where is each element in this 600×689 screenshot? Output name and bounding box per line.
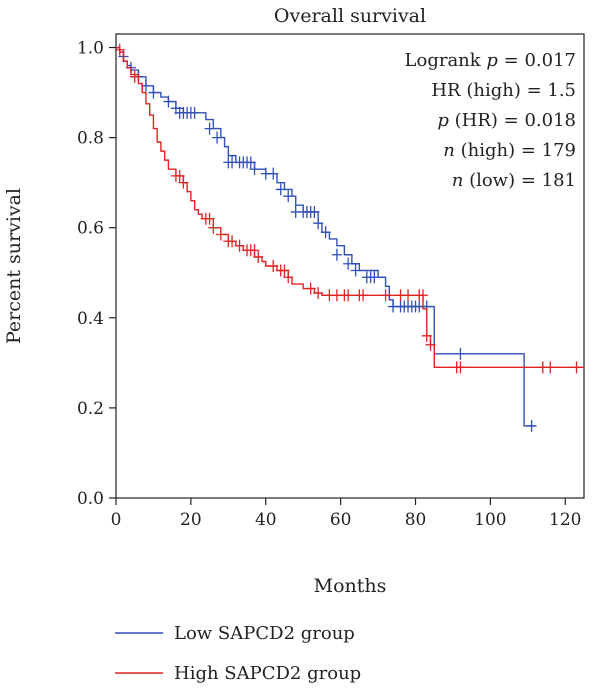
censor-mark — [309, 205, 320, 218]
censor-mark — [275, 183, 286, 196]
annotation-text: HR (high) = 1.5 — [431, 80, 576, 101]
annotation-line: HR (high) = 1.5 — [431, 80, 576, 101]
x-axis: 0 20 40 60 80 100 120 — [111, 498, 582, 530]
y-tick-label: 0.0 — [77, 489, 104, 509]
legend: Low SAPCD2 group High SAPCD2 group — [115, 623, 361, 684]
censor-mark — [455, 347, 466, 360]
annotation-symbol: p — [486, 50, 498, 71]
y-tick-label: 1.0 — [77, 39, 104, 59]
censor-mark — [571, 361, 582, 374]
series-high — [114, 43, 584, 374]
censor-mark — [114, 43, 125, 56]
censor-mark — [268, 167, 279, 180]
censor-mark — [204, 212, 215, 225]
annotation-text: = 0.017 — [498, 50, 576, 71]
annotation-line: n (low) = 181 — [452, 170, 576, 191]
plot-frame — [115, 33, 585, 499]
legend-label-high: High SAPCD2 group — [174, 663, 361, 684]
stats-annotation: Logrank p = 0.017 HR (high) = 1.5 p (HR) =… — [405, 50, 576, 191]
censor-mark — [208, 221, 219, 234]
censor-mark — [313, 217, 324, 230]
censor-mark — [249, 244, 260, 257]
censor-mark — [268, 260, 279, 272]
censor-mark — [283, 190, 294, 203]
annotation-text: (high) = 179 — [455, 140, 576, 161]
censor-mark — [313, 287, 324, 300]
annotation-symbol: p — [437, 110, 449, 131]
x-tick-label: 120 — [549, 510, 581, 530]
censor-mark — [343, 289, 354, 302]
censor-mark — [380, 289, 391, 302]
censor-mark — [227, 235, 238, 248]
censor-mark — [331, 248, 342, 261]
censor-mark — [178, 176, 189, 189]
y-axis: 0.0 0.2 0.4 0.6 0.8 1.0 — [77, 39, 116, 509]
survival-curve — [116, 46, 584, 369]
annotation-text: (low) = 181 — [463, 170, 576, 191]
censor-mark — [320, 226, 331, 239]
x-axis-title: Months — [314, 575, 387, 597]
censor-mark — [234, 239, 245, 252]
censor-mark — [279, 264, 290, 277]
x-tick-label: 60 — [330, 510, 352, 530]
censor-mark — [245, 156, 256, 169]
y-axis-title: Percent survival — [3, 188, 25, 344]
censor-mark — [455, 361, 466, 374]
censor-mark — [350, 264, 361, 277]
annotation-line: n (high) = 179 — [443, 140, 576, 161]
annotation-text: Logrank — [405, 50, 487, 71]
x-tick-label: 0 — [111, 510, 122, 530]
censor-mark — [305, 282, 316, 295]
censor-mark — [204, 122, 215, 135]
censor-mark — [129, 70, 140, 83]
legend-label-low: Low SAPCD2 group — [174, 623, 355, 644]
y-tick-label: 0.2 — [77, 399, 104, 419]
censor-mark — [215, 228, 226, 241]
annotation-symbol: n — [452, 170, 464, 191]
y-tick-label: 0.6 — [77, 219, 104, 239]
chart-title: Overall survival — [274, 5, 426, 27]
series-low — [116, 46, 537, 432]
censor-mark — [425, 338, 436, 351]
censor-mark — [249, 163, 260, 176]
y-tick-label: 0.8 — [77, 129, 104, 149]
censor-mark — [403, 289, 414, 302]
censor-mark — [283, 271, 294, 284]
censor-mark — [421, 329, 432, 342]
censor-mark — [343, 257, 354, 270]
annotation-line: p (HR) = 0.018 — [437, 110, 576, 131]
x-tick-label: 100 — [474, 510, 506, 530]
censor-mark — [253, 250, 264, 263]
x-tick-label: 20 — [180, 510, 202, 530]
censor-mark — [545, 361, 556, 374]
x-tick-label: 40 — [255, 510, 277, 530]
censor-mark — [189, 106, 200, 119]
censor-mark — [163, 95, 174, 108]
censor-mark — [174, 169, 185, 182]
annotation-text: (HR) = 0.018 — [449, 110, 576, 131]
series-layer — [114, 43, 584, 432]
annotation-line: Logrank p = 0.017 — [405, 50, 576, 71]
censor-mark — [212, 131, 223, 144]
censor-mark — [358, 289, 369, 302]
censor-mark — [369, 271, 380, 284]
x-tick-label: 80 — [405, 510, 427, 530]
y-tick-label: 0.4 — [77, 309, 104, 329]
annotation-symbol: n — [443, 140, 455, 161]
censor-mark — [418, 289, 429, 302]
censor-mark — [526, 419, 537, 432]
censor-mark — [148, 86, 159, 99]
